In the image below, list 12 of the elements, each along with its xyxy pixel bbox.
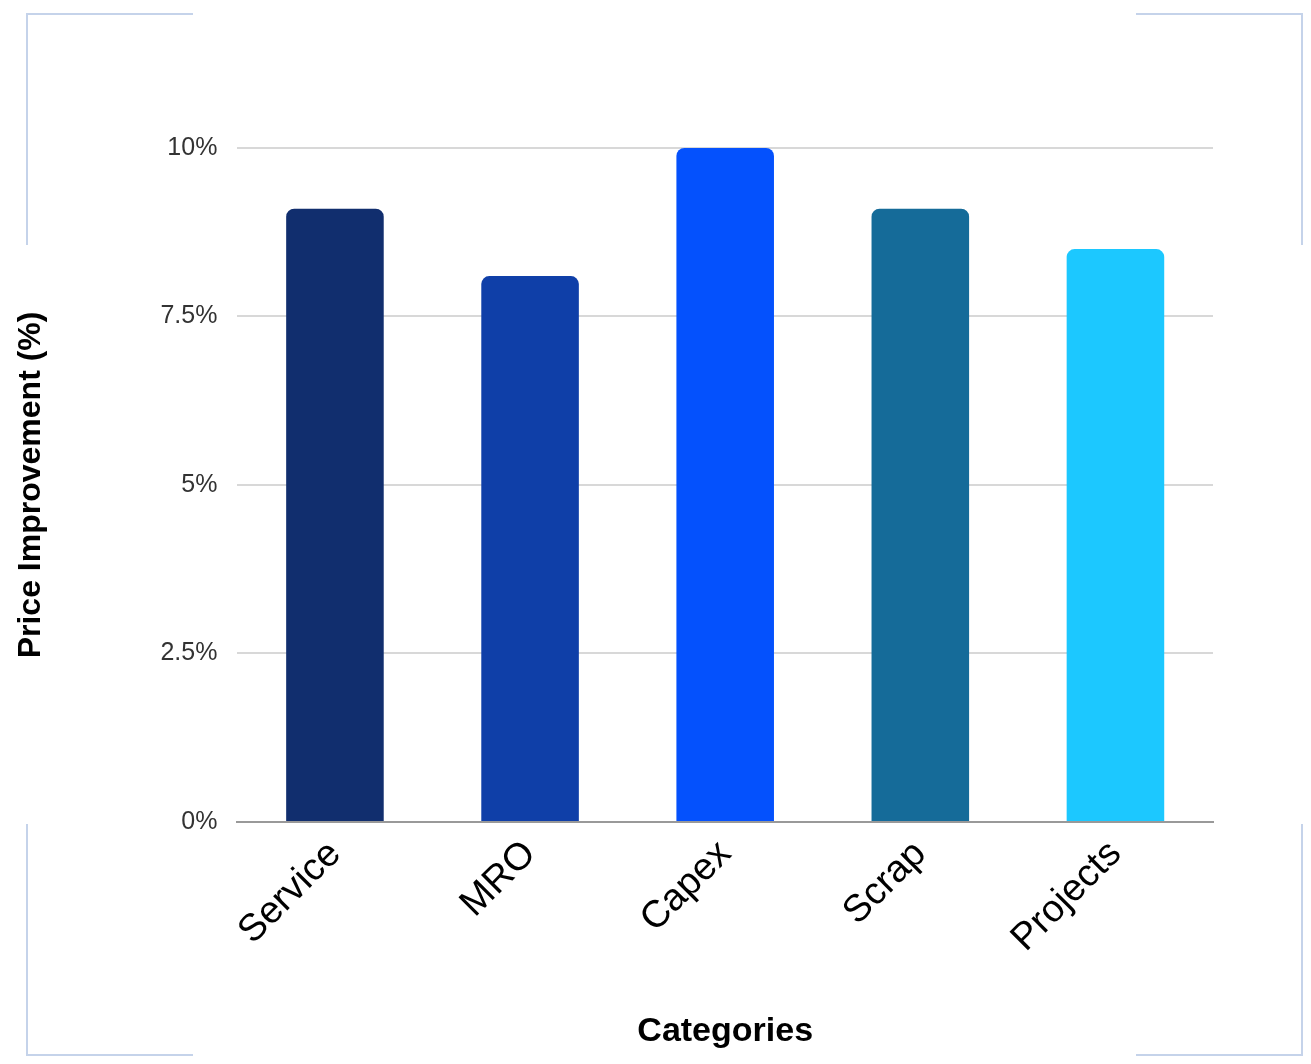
bar [871,208,970,821]
y-tick-label: 7.5% [160,300,218,329]
bar [481,276,579,821]
y-axis-title: Price Improvement (%) [11,311,48,659]
y-tick-label: 2.5% [160,637,218,666]
y-tick-label: 0% [181,805,218,834]
y-tick-label: 5% [181,468,218,497]
bar [676,148,774,821]
x-axis-title: Categories [637,1009,814,1048]
y-tick-label: 10% [167,131,218,160]
bar [286,208,384,821]
bar [1066,249,1165,821]
